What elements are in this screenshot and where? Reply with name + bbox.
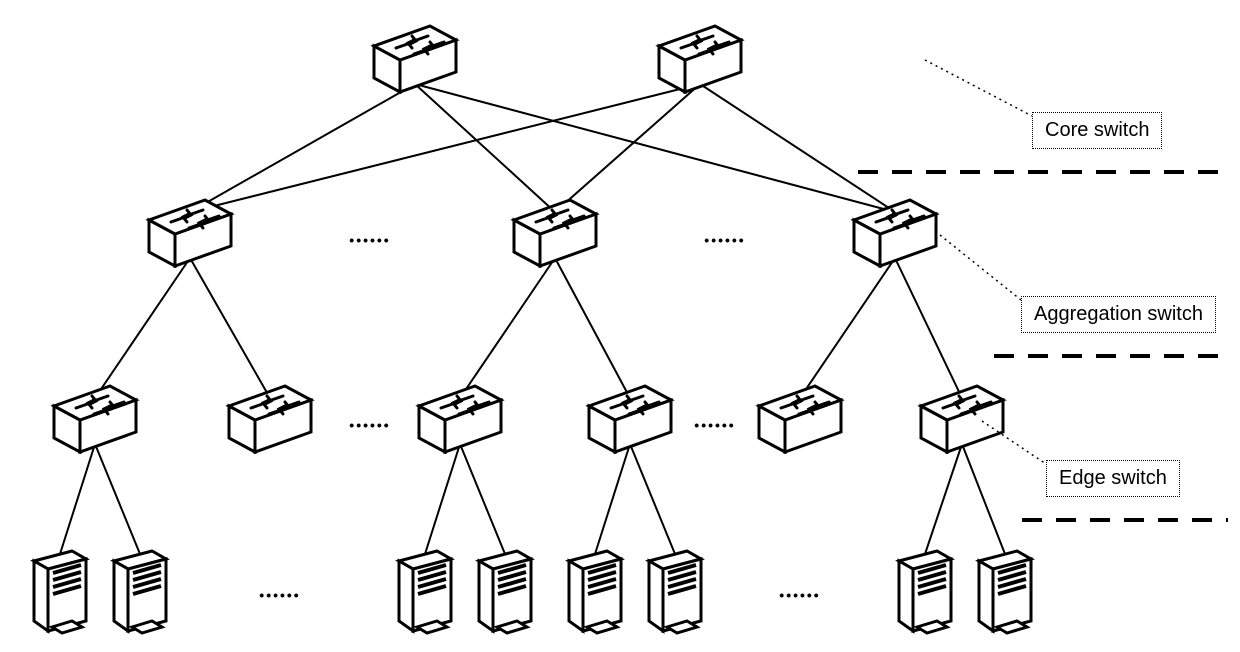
edge-switch-icon [225,382,315,454]
core-switch-icon [370,22,460,94]
edge [460,444,505,554]
edge [190,258,270,398]
edge [630,444,675,554]
server-icon [973,549,1037,635]
edge [415,84,895,212]
ellipsis-icon: •••••• [349,232,390,248]
edge-switch-icon [917,382,1007,454]
edge [800,258,895,398]
edge-switch-icon [585,382,675,454]
edge [555,84,700,212]
edge [95,444,140,554]
edge-label: Edge switch [1046,460,1180,497]
core-label: Core switch [1032,112,1162,149]
edge [555,258,630,398]
server-icon [28,549,92,635]
aggregation-switch-icon [510,196,600,268]
edge [95,258,190,398]
edge [415,84,555,212]
edge-switch-icon [50,382,140,454]
server-icon [108,549,172,635]
edge [425,444,460,554]
ellipsis-icon: •••••• [349,417,390,433]
aggregation-switch-icon [850,196,940,268]
edge [190,84,415,212]
edge [895,258,962,398]
leader-line [925,60,1032,116]
ellipsis-icon: •••••• [779,587,820,603]
aggregation-switch-icon [145,196,235,268]
edge [595,444,630,554]
aggregation-label: Aggregation switch [1021,296,1216,333]
edge [962,444,1005,554]
server-icon [893,549,957,635]
ellipsis-icon: •••••• [259,587,300,603]
server-icon [643,549,707,635]
ellipsis-icon: •••••• [694,417,735,433]
server-icon [473,549,537,635]
leader-line [940,235,1021,300]
server-icon [393,549,457,635]
edge-switch-icon [755,382,845,454]
edge [60,444,95,554]
edge [700,84,895,212]
server-icon [563,549,627,635]
core-switch-icon [655,22,745,94]
ellipsis-icon: •••••• [704,232,745,248]
network-topology-diagram: Core switch Aggregation switch Edge switch… [0,0,1240,652]
edge [460,258,555,398]
edge [190,84,700,212]
edge [925,444,962,554]
edge-switch-icon [415,382,505,454]
